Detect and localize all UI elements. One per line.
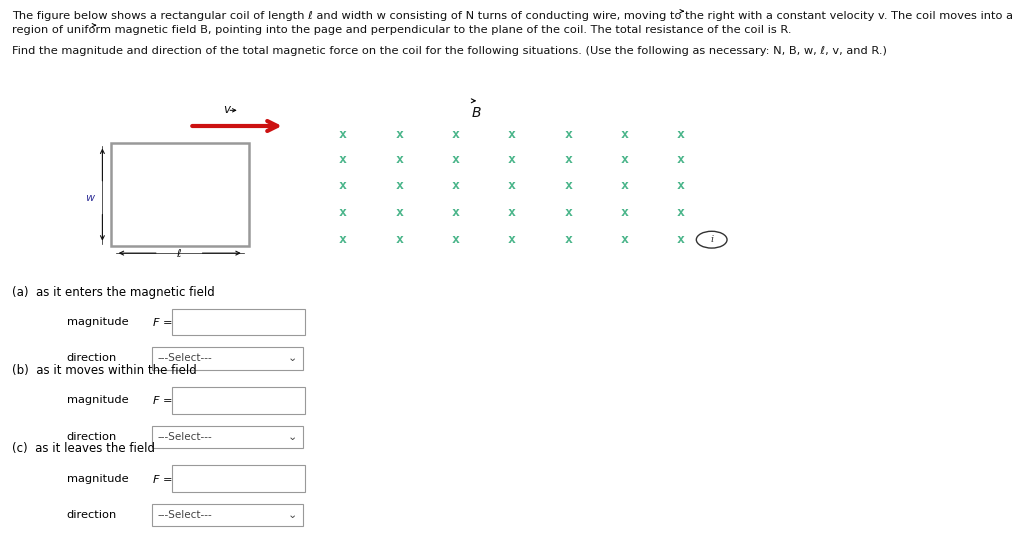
Text: direction: direction — [67, 353, 117, 363]
Text: Find the magnitude and direction of the total magnetic force on the coil for the: Find the magnitude and direction of the … — [12, 46, 887, 56]
Text: x: x — [339, 233, 347, 246]
Text: (c)  as it leaves the field: (c) as it leaves the field — [12, 442, 156, 455]
Text: $\ell$: $\ell$ — [176, 247, 182, 259]
Text: x: x — [677, 128, 685, 141]
Text: x: x — [508, 128, 516, 141]
Text: direction: direction — [67, 510, 117, 520]
Bar — [172, 465, 305, 492]
Text: ---Select---: ---Select--- — [158, 510, 212, 520]
Text: (b)  as it moves within the field: (b) as it moves within the field — [12, 364, 197, 377]
Text: $w$: $w$ — [85, 193, 95, 203]
Text: x: x — [339, 179, 347, 193]
Text: x: x — [677, 206, 685, 220]
Text: x: x — [395, 233, 403, 246]
Text: magnitude: magnitude — [67, 395, 128, 405]
Text: x: x — [452, 153, 460, 166]
Text: x: x — [452, 206, 460, 220]
Text: x: x — [564, 179, 572, 193]
Text: i: i — [710, 235, 714, 244]
Bar — [172, 309, 305, 335]
Text: x: x — [677, 233, 685, 246]
Text: x: x — [564, 206, 572, 220]
Text: x: x — [508, 153, 516, 166]
Text: x: x — [621, 128, 629, 141]
Text: x: x — [395, 128, 403, 141]
Text: x: x — [508, 206, 516, 220]
Text: ⌄: ⌄ — [288, 353, 298, 363]
Text: $F$ =: $F$ = — [152, 316, 172, 328]
Text: ⌄: ⌄ — [288, 510, 298, 520]
Text: x: x — [677, 179, 685, 193]
Bar — [172, 387, 305, 414]
Text: $F$ =: $F$ = — [152, 473, 172, 485]
Text: magnitude: magnitude — [67, 317, 128, 327]
Text: $v$: $v$ — [223, 103, 231, 116]
Text: x: x — [452, 233, 460, 246]
Text: $F$ =: $F$ = — [152, 394, 172, 407]
Text: x: x — [621, 206, 629, 220]
Text: x: x — [621, 233, 629, 246]
Text: x: x — [564, 233, 572, 246]
Text: x: x — [621, 179, 629, 193]
Text: magnitude: magnitude — [67, 474, 128, 484]
Text: x: x — [508, 233, 516, 246]
Text: x: x — [564, 128, 572, 141]
Text: x: x — [339, 153, 347, 166]
Text: The figure below shows a rectangular coil of length ℓ and width w consisting of : The figure below shows a rectangular coi… — [12, 11, 1014, 21]
Text: x: x — [677, 153, 685, 166]
Bar — [152, 504, 303, 526]
Bar — [117, 146, 243, 243]
Text: $B$: $B$ — [471, 106, 481, 120]
Bar — [123, 150, 237, 240]
Text: x: x — [395, 153, 403, 166]
Text: ---Select---: ---Select--- — [158, 432, 212, 442]
Bar — [129, 153, 230, 236]
Text: x: x — [564, 153, 572, 166]
Bar — [111, 143, 249, 246]
Text: direction: direction — [67, 432, 117, 442]
Text: x: x — [621, 153, 629, 166]
Text: x: x — [395, 206, 403, 220]
Text: x: x — [452, 179, 460, 193]
Bar — [152, 426, 303, 448]
Text: x: x — [395, 179, 403, 193]
Text: x: x — [452, 128, 460, 141]
Text: region of uniform magnetic field B, pointing into the page and perpendicular to : region of uniform magnetic field B, poin… — [12, 25, 792, 35]
Text: x: x — [339, 128, 347, 141]
Text: x: x — [508, 179, 516, 193]
Text: x: x — [339, 206, 347, 220]
Bar — [152, 347, 303, 370]
Text: ---Select---: ---Select--- — [158, 353, 212, 363]
Text: ⌄: ⌄ — [288, 432, 298, 442]
Text: (a)  as it enters the magnetic field: (a) as it enters the magnetic field — [12, 286, 215, 298]
